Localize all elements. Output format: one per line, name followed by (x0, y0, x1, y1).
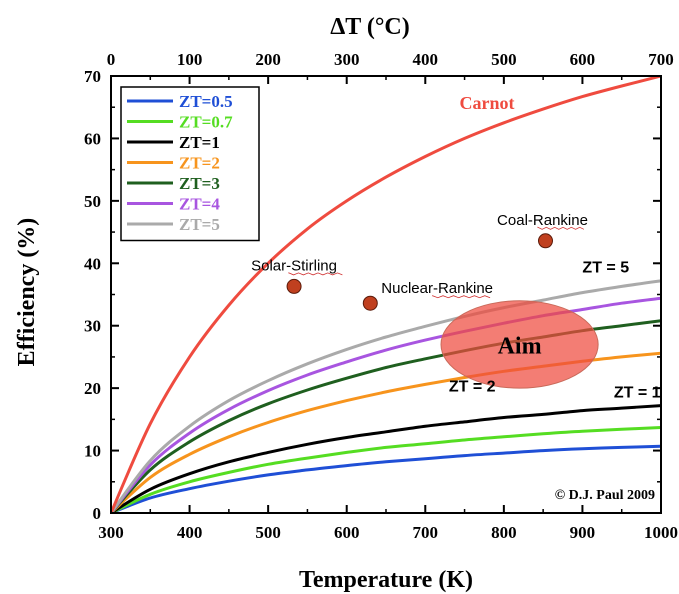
aim-region: Aim (440, 300, 599, 389)
series-line-carnot (111, 76, 661, 513)
data-points: Solar-Stirling Nuclear-Rankine Coal-Rankin… (251, 212, 661, 402)
aim-label: Aim (498, 333, 542, 359)
top-x-axis-title: ΔT (°C) (330, 14, 410, 40)
top-x-tick-label: 600 (570, 50, 596, 69)
x-tick-label: 1000 (644, 523, 678, 542)
annotation-zt-2: ZT = 2 (449, 378, 496, 395)
top-x-tick-label: 700 (648, 50, 674, 69)
annotation-zt-5: ZT = 5 (582, 260, 629, 277)
x-tick-label: 500 (255, 523, 281, 542)
y-tick-label: 20 (84, 379, 101, 398)
y-tick-label: 30 (84, 317, 101, 336)
x-tick-label: 800 (491, 523, 517, 542)
point-nuclear-rankine (362, 295, 378, 311)
legend-label-zt-4: ZT=4 (179, 195, 220, 214)
x-axis-title: Temperature (K) (299, 567, 473, 593)
top-x-tick-label: 300 (334, 50, 360, 69)
y-tick-label: 40 (84, 254, 101, 273)
series-line-zt-5 (111, 279, 661, 513)
spellcheck-underline (537, 226, 585, 230)
spellcheck-underline (288, 272, 343, 276)
point-label-coal-rankine: Coal-Rankine (497, 212, 588, 229)
series-line-zt-0-7 (111, 426, 661, 513)
x-tick-label: 700 (413, 523, 439, 542)
legend-label-zt-2: ZT=2 (179, 154, 220, 173)
y-axis-title: Efficiency (%) (14, 218, 40, 367)
top-x-tick-label: 200 (255, 50, 281, 69)
x-tick-label: 900 (570, 523, 596, 542)
legend-label-zt-3: ZT=3 (179, 174, 220, 193)
top-x-tick-label: 0 (107, 50, 116, 69)
legend-label-zt-0-5: ZT=0.5 (179, 92, 233, 111)
x-tick-label: 400 (177, 523, 203, 542)
carnot-label: Carnot (460, 93, 515, 113)
point-solar-stirling (286, 278, 302, 294)
annotation-zt-1: ZT = 1 (614, 385, 661, 402)
y-tick-label: 70 (84, 67, 101, 86)
x-tick-label: 600 (334, 523, 360, 542)
y-tick-label: 60 (84, 129, 101, 148)
point-label-nuclear-rankine: Nuclear-Rankine (381, 280, 493, 297)
y-tick-label: 50 (84, 192, 101, 211)
spellcheck-underline (432, 295, 491, 299)
point-label-solar-stirling: Solar-Stirling (251, 257, 337, 274)
legend: ZT=0.5 ZT=0.7ZT=1 ZT=2ZT=3 ZT=4ZT=5 (120, 86, 260, 242)
aim-ellipse (440, 300, 599, 389)
legend-label-zt-5: ZT=5 (179, 215, 220, 234)
series-line-zt-0-5 (111, 444, 661, 513)
copyright-label: © D.J. Paul 2009 (555, 488, 655, 503)
y-tick-label: 10 (84, 442, 101, 461)
legend-label-zt-0-7: ZT=0.7 (179, 113, 233, 132)
series-line-zt-1 (111, 404, 661, 513)
x-tick-label: 300 (98, 523, 124, 542)
top-x-tick-label: 400 (413, 50, 439, 69)
chart-text: ΔT (°C) Temperature (K) Efficiency (%) C… (14, 14, 655, 593)
legend-label-zt-1: ZT=1 (179, 133, 220, 152)
y-tick-label: 0 (93, 504, 102, 523)
point-coal-rankine (538, 233, 553, 249)
top-x-tick-label: 500 (491, 50, 517, 69)
top-x-tick-label: 100 (177, 50, 203, 69)
series-lines (111, 76, 661, 513)
